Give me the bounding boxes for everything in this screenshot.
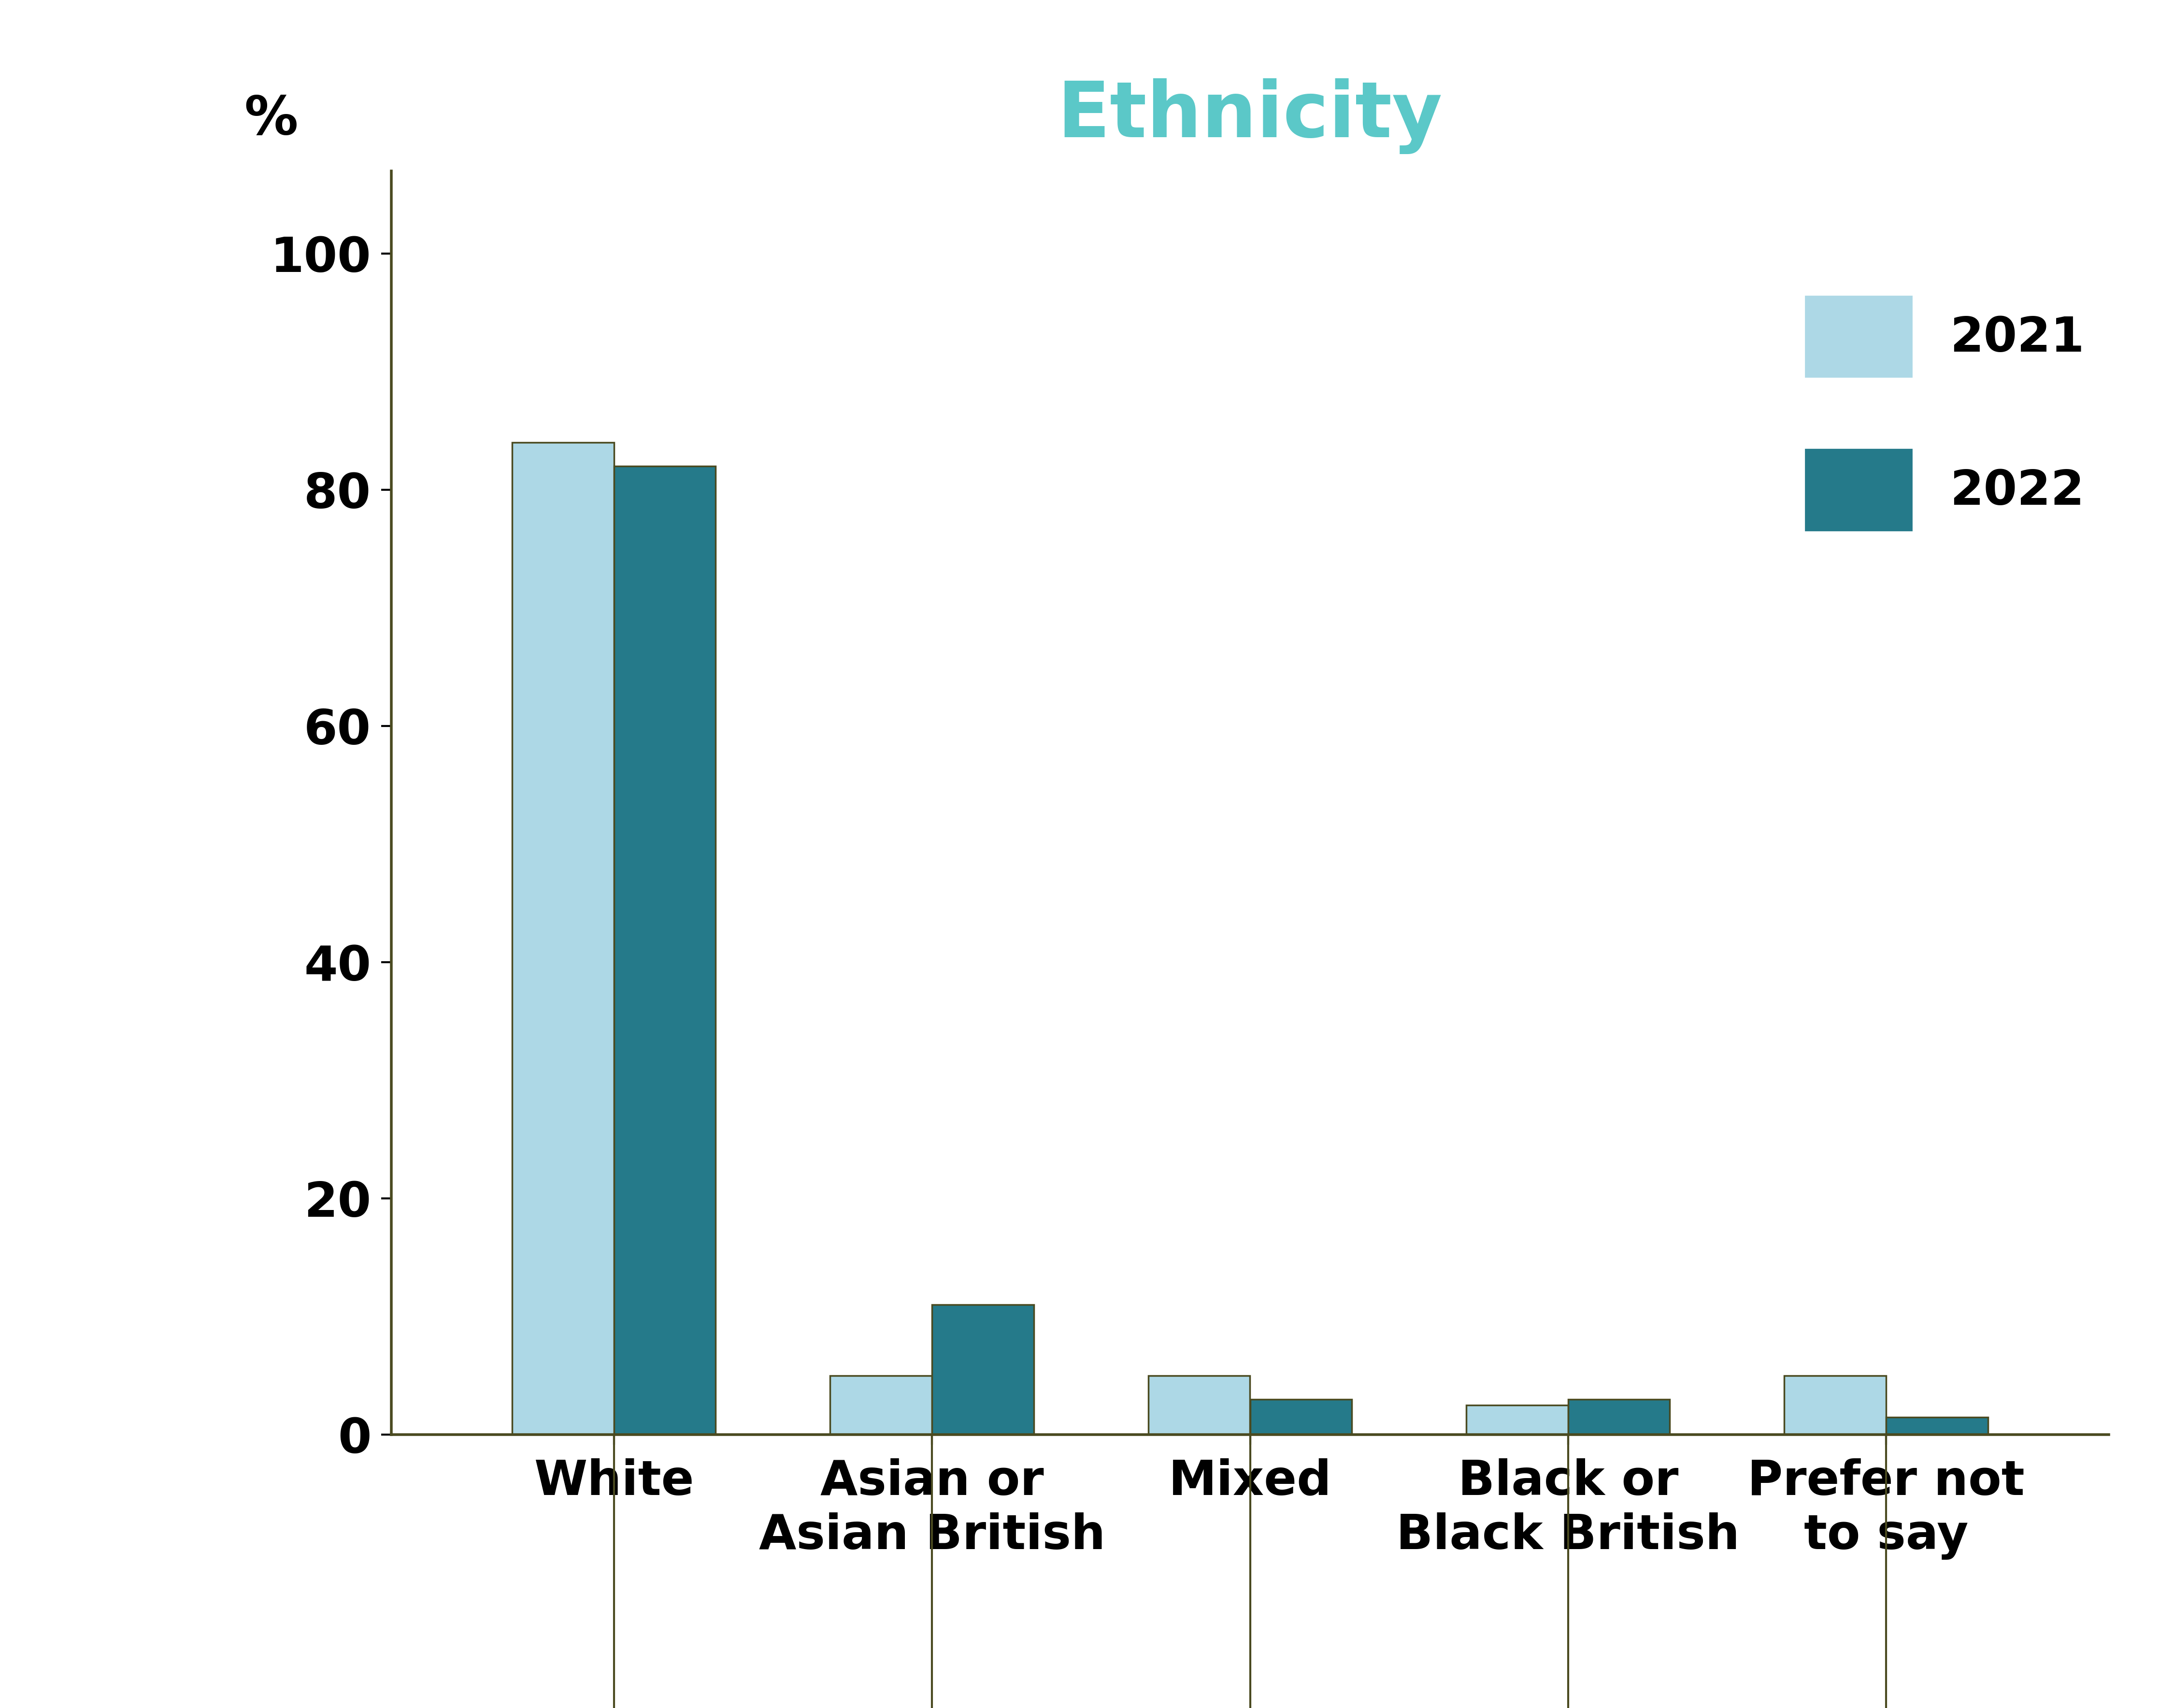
Bar [1567,1399,1670,1435]
Bar [1785,1375,1887,1435]
Bar [513,442,613,1435]
Bar [1250,1399,1352,1435]
Bar [613,466,715,1435]
Bar [1148,1375,1250,1435]
Bar [1887,1418,1987,1435]
Title: Ethnicity: Ethnicity [1057,79,1444,154]
Bar [830,1375,933,1435]
Y-axis label: %: % [243,94,298,145]
Bar [933,1305,1035,1435]
Bar [1465,1406,1567,1435]
Legend: 2021, 2022: 2021, 2022 [1804,295,2085,531]
